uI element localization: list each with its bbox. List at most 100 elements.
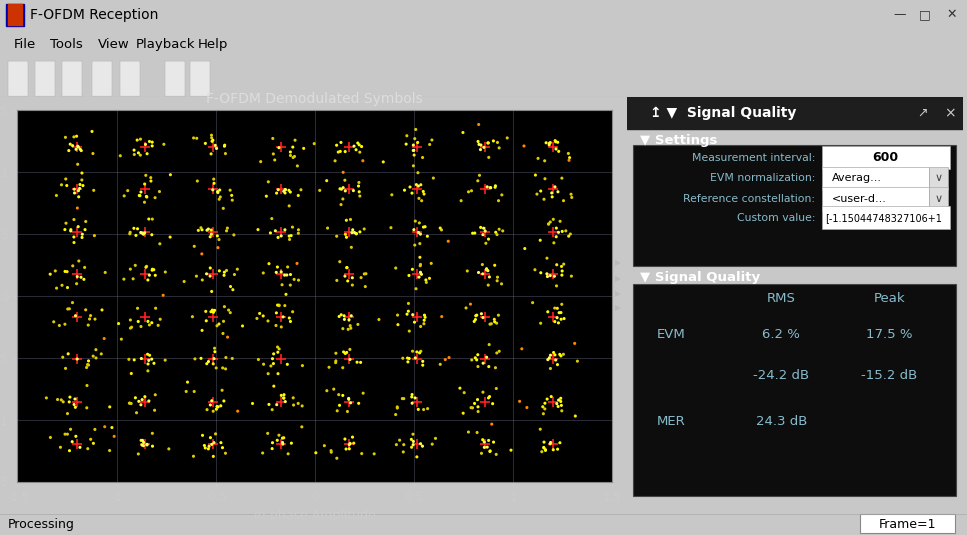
Point — [470, 402, 485, 411]
Point — [556, 196, 571, 205]
Point — [417, 311, 432, 319]
Point — [418, 313, 433, 322]
Point — [548, 144, 564, 153]
Point — [480, 139, 495, 147]
Point — [205, 306, 220, 315]
Point — [207, 347, 222, 356]
Point — [407, 217, 423, 225]
Point — [201, 357, 217, 366]
Point — [121, 355, 136, 364]
Point — [158, 268, 173, 276]
Point — [485, 136, 501, 145]
Point — [412, 349, 427, 357]
Point — [542, 139, 557, 148]
Point — [475, 388, 490, 396]
Point — [120, 186, 135, 195]
Point — [279, 263, 295, 271]
Point — [210, 187, 225, 196]
Point — [413, 439, 428, 448]
Point — [545, 348, 561, 357]
Point — [413, 230, 428, 239]
Point — [204, 137, 220, 146]
Point — [274, 323, 289, 331]
Point — [226, 231, 242, 239]
Point — [335, 391, 350, 400]
Point — [552, 350, 568, 358]
Point — [489, 273, 505, 281]
Point — [130, 225, 145, 233]
Point — [337, 315, 352, 324]
Point — [556, 314, 571, 323]
Point — [488, 228, 504, 236]
Point — [399, 132, 415, 140]
Point — [400, 307, 416, 316]
Point — [413, 347, 428, 356]
Point — [194, 431, 210, 440]
Point — [469, 311, 484, 319]
Bar — [929, 187, 948, 211]
Point — [420, 232, 435, 241]
Point — [77, 263, 93, 272]
Point — [85, 149, 101, 158]
Point — [199, 360, 215, 368]
Point — [481, 394, 496, 402]
Text: ▶: ▶ — [615, 274, 622, 283]
Point — [123, 228, 138, 236]
Point — [337, 230, 353, 239]
Point — [321, 363, 337, 372]
Point — [425, 136, 440, 144]
Point — [74, 230, 90, 239]
Point — [285, 153, 301, 162]
Point — [344, 228, 360, 237]
Point — [213, 402, 228, 410]
Point — [65, 299, 80, 307]
Point — [205, 136, 220, 144]
Point — [333, 147, 348, 156]
Point — [277, 394, 292, 402]
Point — [476, 359, 491, 368]
Point — [206, 308, 221, 317]
Point — [145, 265, 161, 273]
Point — [467, 399, 483, 408]
Bar — [627, 97, 963, 128]
Point — [129, 408, 144, 417]
Point — [549, 314, 565, 322]
Point — [390, 404, 405, 412]
Point — [69, 279, 84, 288]
Point — [341, 394, 357, 403]
Point — [337, 311, 352, 320]
Point — [405, 347, 421, 355]
Point — [324, 448, 339, 456]
Point — [328, 358, 343, 367]
Point — [542, 141, 557, 149]
Point — [544, 189, 560, 197]
Point — [390, 311, 405, 319]
Point — [334, 200, 349, 209]
Point — [131, 317, 146, 326]
Point — [245, 399, 260, 408]
Point — [351, 178, 366, 187]
Point — [432, 224, 448, 232]
Point — [269, 189, 284, 197]
Point — [77, 225, 93, 234]
Point — [538, 399, 553, 408]
Point — [128, 394, 143, 402]
Point — [494, 190, 510, 199]
Point — [432, 360, 448, 369]
Point — [471, 140, 486, 149]
Point — [516, 142, 532, 150]
Point — [401, 327, 417, 335]
Point — [49, 284, 65, 293]
Point — [204, 230, 220, 239]
Text: Reference constellation:: Reference constellation: — [683, 194, 815, 204]
Point — [133, 322, 149, 331]
Point — [415, 442, 430, 450]
Point — [371, 315, 387, 324]
Point — [422, 274, 437, 282]
Point — [144, 231, 160, 239]
Point — [294, 423, 309, 431]
Point — [456, 388, 472, 397]
Point — [552, 217, 568, 226]
Point — [63, 227, 78, 235]
Point — [140, 350, 156, 358]
